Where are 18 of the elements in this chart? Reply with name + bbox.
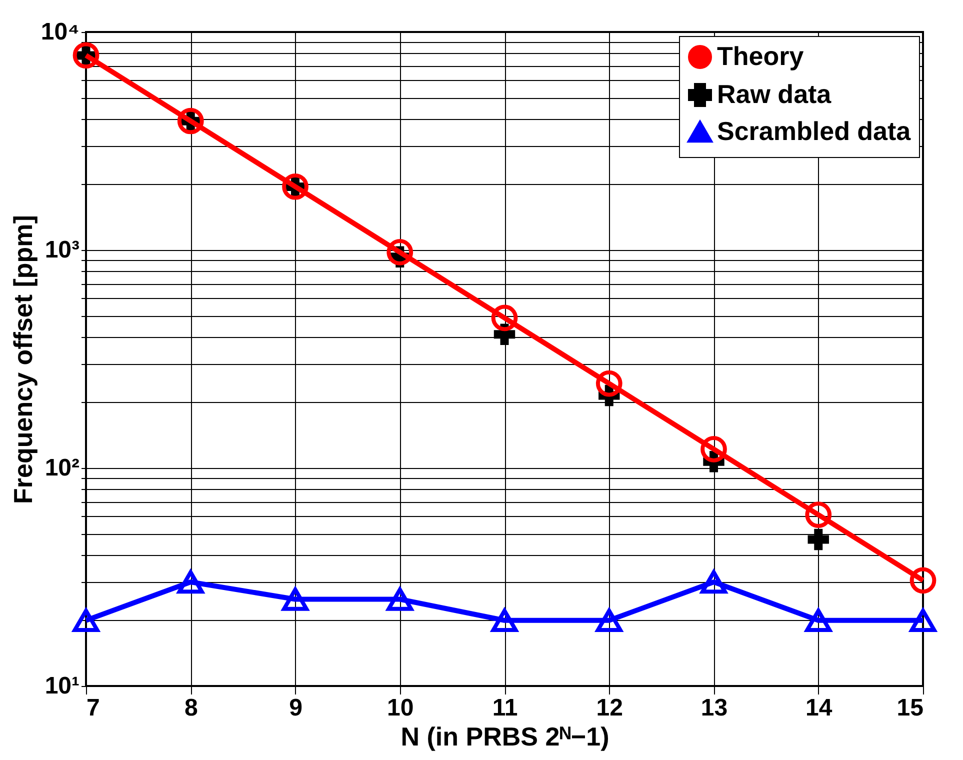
legend-label: Scrambled data (717, 116, 912, 146)
legend-label: Theory (717, 41, 804, 71)
x-tick-label: 14 (806, 694, 833, 722)
x-tick-label: 15 (896, 694, 924, 722)
x-axis-title: N (in PRBS 2ᴺ−1) (400, 722, 610, 752)
x-tick-label: 7 (86, 694, 100, 722)
x-tick-label: 9 (289, 694, 302, 722)
x-tick-label: 12 (596, 694, 623, 722)
legend-label: Raw data (717, 79, 832, 109)
x-tick-label: 10 (387, 694, 414, 722)
y-tick-label: 10¹ (44, 672, 80, 700)
y-tick-label: 10⁴ (40, 18, 80, 46)
y-axis-title: Frequency offset [ppm] (8, 215, 38, 504)
y-tick-label: 10³ (44, 236, 80, 264)
x-tick-label: 11 (492, 694, 518, 722)
x-tick-label: 8 (184, 694, 198, 722)
x-tick-label: 13 (700, 694, 728, 722)
y-tick-label: 10² (44, 454, 80, 482)
